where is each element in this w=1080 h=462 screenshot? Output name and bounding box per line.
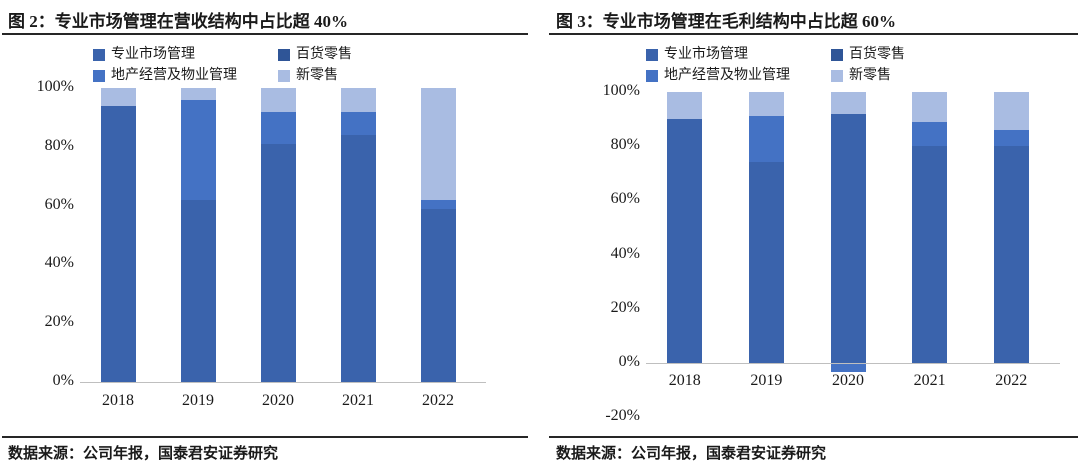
bar-segment xyxy=(260,143,296,382)
figure3-title: 图 3：专业市场管理在毛利结构中占比超 60% xyxy=(556,12,896,31)
bar-segment xyxy=(830,113,866,363)
legend-swatch-icon xyxy=(646,49,658,61)
y-axis-tick-label: -20% xyxy=(605,407,640,424)
bar-segment xyxy=(748,92,784,117)
y-axis-tick-label: 20% xyxy=(44,313,74,331)
bar-segment xyxy=(180,88,216,100)
bar-segment xyxy=(830,363,866,372)
figure3-bottom-rule xyxy=(549,436,1078,438)
bar-segment xyxy=(748,116,784,163)
legend-swatch-icon xyxy=(831,70,843,82)
legend-swatch-icon xyxy=(278,70,290,82)
y-axis-tick-label: 40% xyxy=(610,244,640,262)
legend-swatch-icon xyxy=(93,70,105,82)
bar-segment xyxy=(420,208,456,382)
legend-item: 新零售 xyxy=(831,67,891,85)
legend-label: 新零售 xyxy=(296,68,338,83)
bar-segment xyxy=(912,146,948,363)
legend-label: 地产经营及物业管理 xyxy=(664,68,790,83)
x-axis-category-label: 2021 xyxy=(342,392,374,409)
x-axis-line xyxy=(646,363,1060,364)
legend-swatch-icon xyxy=(278,49,290,61)
bar-segment xyxy=(993,146,1029,363)
x-axis-category-label: 2022 xyxy=(422,392,454,409)
legend-row: 专业市场管理 百货零售 xyxy=(93,46,352,64)
legend-item: 专业市场管理 xyxy=(646,46,831,64)
legend-row: 地产经营及物业管理 新零售 xyxy=(93,67,352,85)
bar-segment xyxy=(180,199,216,382)
figure2-source-note: 数据来源：公司年报，国泰君安证券研究 xyxy=(8,446,279,462)
bar-segment xyxy=(993,92,1029,130)
figure2-title-rule xyxy=(2,33,528,35)
legend-item: 新零售 xyxy=(278,67,338,85)
bar-segment xyxy=(912,121,948,147)
x-axis-category-label: 2018 xyxy=(668,372,701,389)
legend-row: 专业市场管理 百货零售 xyxy=(646,46,905,64)
bar-segment xyxy=(260,111,296,144)
legend-swatch-icon xyxy=(646,70,658,82)
figure2-title: 图 2：专业市场管理在营收结构中占比超 40% xyxy=(8,12,348,31)
x-axis-category-label: 2022 xyxy=(995,372,1028,389)
x-axis-category-label: 2020 xyxy=(832,372,864,389)
legend-row: 地产经营及物业管理 新零售 xyxy=(646,67,905,85)
y-axis-tick-label: 100% xyxy=(602,82,640,99)
legend-label: 百货零售 xyxy=(849,47,905,62)
bar-segment xyxy=(260,88,296,112)
y-axis-tick-label: 80% xyxy=(44,136,74,154)
bar-segment xyxy=(100,105,136,382)
legend-label: 专业市场管理 xyxy=(111,47,195,62)
x-axis-category-label: 2019 xyxy=(182,392,214,409)
legend: 专业市场管理 百货零售地产经营及物业管理 新零售 xyxy=(93,46,352,88)
bar-segment xyxy=(340,135,376,382)
bar-segment xyxy=(993,129,1029,147)
y-axis-tick-label: 0% xyxy=(618,352,640,370)
legend-swatch-icon xyxy=(831,49,843,61)
legend-item: 专业市场管理 xyxy=(93,46,278,64)
figure2-bottom-rule xyxy=(2,436,528,438)
legend-item: 百货零售 xyxy=(278,46,352,64)
y-axis-tick-label: 20% xyxy=(610,298,640,316)
legend-label: 专业市场管理 xyxy=(664,47,748,62)
legend-swatch-icon xyxy=(93,49,105,61)
bar-segment xyxy=(667,119,703,363)
legend: 专业市场管理 百货零售地产经营及物业管理 新零售 xyxy=(646,46,905,88)
bar-segment xyxy=(340,111,376,136)
bar-segment xyxy=(100,88,136,106)
x-axis-category-label: 2021 xyxy=(913,372,946,389)
legend-label: 百货零售 xyxy=(296,47,352,62)
y-axis-tick-label: 80% xyxy=(610,136,640,154)
legend-item: 地产经营及物业管理 xyxy=(646,67,831,85)
x-axis-category-label: 2020 xyxy=(262,392,294,409)
bar-segment xyxy=(180,99,216,200)
y-axis-tick-label: 60% xyxy=(44,195,74,213)
bar-segment xyxy=(420,199,456,209)
y-axis-tick-label: 0% xyxy=(52,372,74,389)
y-axis-tick-label: 100% xyxy=(36,78,74,95)
bar-segment xyxy=(748,162,784,363)
figure3-source-note: 数据来源：公司年报，国泰君安证券研究 xyxy=(556,446,827,462)
legend-label: 地产经营及物业管理 xyxy=(111,68,237,83)
bar-segment xyxy=(667,92,703,120)
x-axis-line xyxy=(80,382,486,383)
y-axis-tick-label: 60% xyxy=(610,190,640,208)
bar-segment xyxy=(830,92,866,114)
bar-segment xyxy=(420,88,456,200)
bar-segment xyxy=(912,92,948,122)
x-axis-category-label: 2019 xyxy=(750,372,783,389)
legend-item: 百货零售 xyxy=(831,46,905,64)
bar-segment xyxy=(340,88,376,112)
figure3-title-rule xyxy=(549,33,1078,35)
legend-label: 新零售 xyxy=(849,68,891,83)
legend-item: 地产经营及物业管理 xyxy=(93,67,278,85)
x-axis-category-label: 2018 xyxy=(102,392,134,409)
y-axis-tick-label: 40% xyxy=(44,254,74,272)
